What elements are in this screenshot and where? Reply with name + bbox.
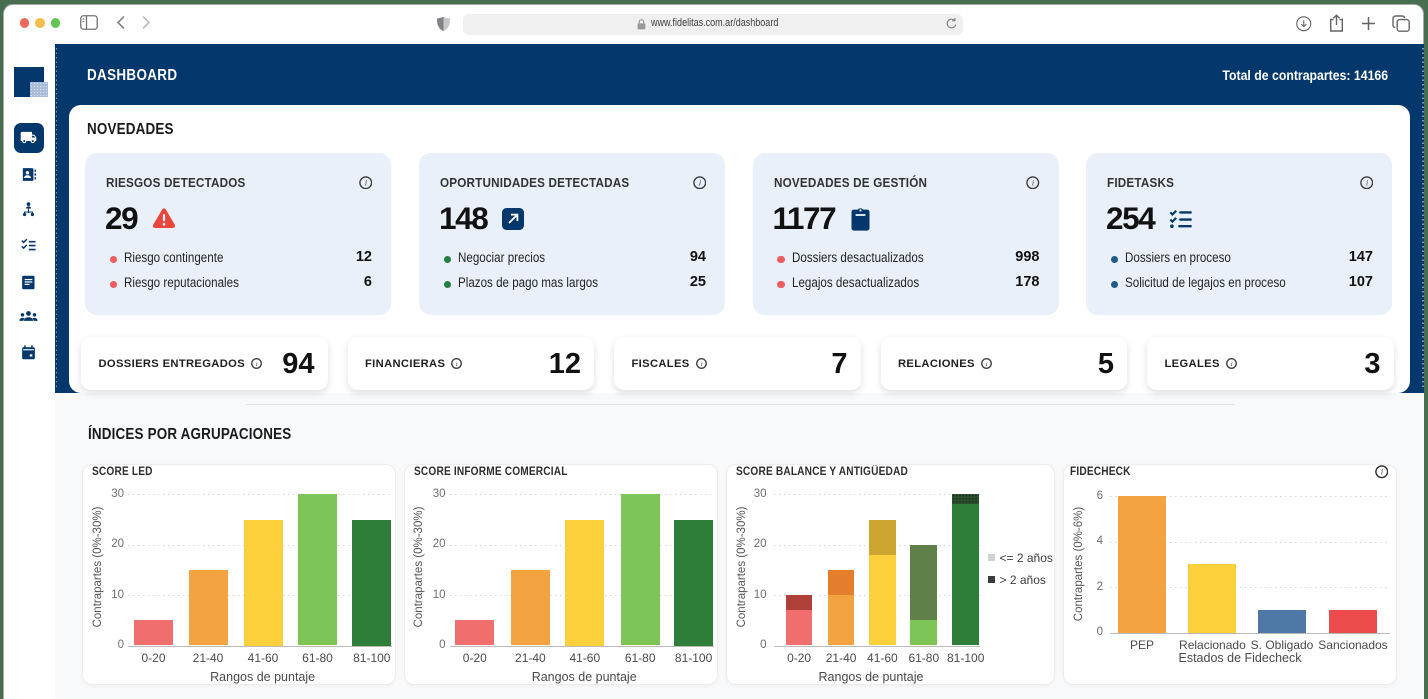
svg-text:i: i xyxy=(1231,361,1233,368)
svg-text:i: i xyxy=(698,178,701,187)
svg-text:i: i xyxy=(1380,468,1383,477)
svg-text:i: i xyxy=(1032,178,1035,187)
svg-text:i: i xyxy=(700,361,702,368)
svg-text:i: i xyxy=(456,361,458,368)
svg-text:i: i xyxy=(256,361,258,368)
svg-text:i: i xyxy=(1365,178,1368,187)
svg-text:i: i xyxy=(364,178,367,187)
svg-text:i: i xyxy=(986,361,988,368)
